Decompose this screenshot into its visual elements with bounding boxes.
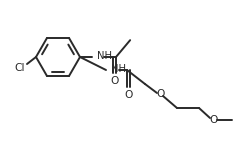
Text: O: O: [124, 90, 133, 100]
Text: O: O: [157, 89, 165, 99]
Text: Cl: Cl: [15, 63, 25, 73]
Text: NH: NH: [111, 64, 126, 74]
Text: O: O: [110, 76, 119, 86]
Text: O: O: [210, 115, 218, 125]
Text: NH: NH: [97, 51, 112, 61]
